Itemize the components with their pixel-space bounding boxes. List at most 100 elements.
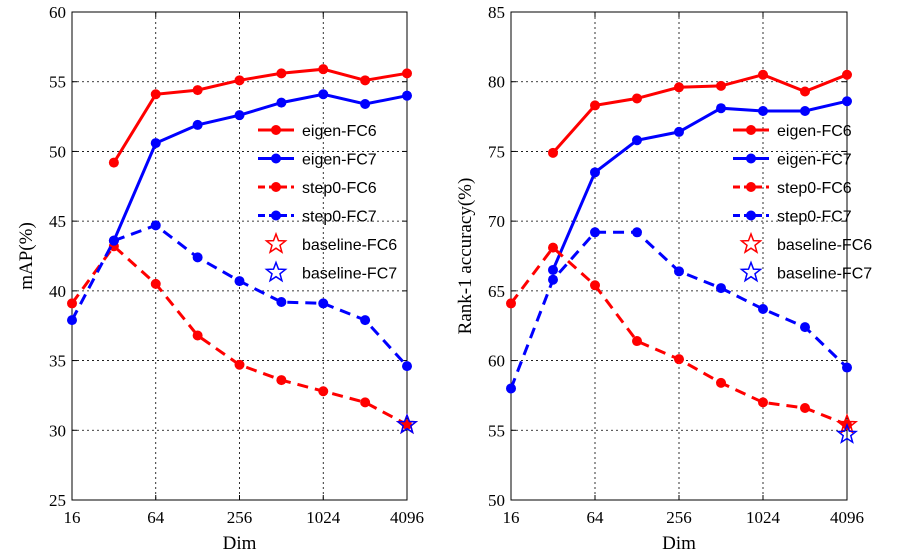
data-point [402, 68, 412, 79]
data-point [548, 242, 558, 253]
legend-item: step0-FC7 [733, 209, 852, 226]
series-baseline-FC7 [835, 422, 859, 444]
y-tick-label: 75 [488, 142, 505, 161]
y-tick-label: 55 [49, 73, 66, 92]
data-point [716, 80, 726, 91]
legend-swatch-marker [271, 153, 281, 164]
legend-label: baseline-FC6 [777, 237, 872, 254]
series-line [551, 99, 848, 271]
y-tick-label: 30 [49, 421, 66, 440]
data-point [842, 362, 852, 373]
x-tick-label: 64 [147, 508, 165, 527]
legend-item: baseline-FC7 [739, 260, 872, 283]
legend-item: eigen-FC7 [258, 152, 377, 169]
data-point [276, 97, 287, 108]
legend-label: baseline-FC6 [302, 237, 397, 254]
data-point [632, 135, 642, 146]
y-axis-title: mAP(%) [16, 222, 37, 290]
data-point [590, 167, 600, 178]
series-line [112, 67, 408, 164]
data-point [548, 147, 558, 158]
grid [511, 12, 847, 500]
x-axis-title: Dim [662, 533, 696, 554]
data-point [632, 336, 642, 347]
data-point [758, 69, 768, 80]
data-point [506, 383, 516, 394]
data-point [360, 397, 371, 408]
series-line [112, 92, 408, 242]
data-point [360, 315, 371, 326]
y-tick-label: 60 [488, 352, 505, 371]
data-point [590, 227, 600, 238]
legend-item: baseline-FC6 [739, 231, 872, 254]
x-axis-title: Dim [223, 533, 257, 554]
legend-item: eigen-FC6 [733, 123, 852, 140]
data-point [318, 386, 329, 397]
data-point [360, 99, 371, 110]
legend-swatch-marker [264, 231, 288, 254]
y-tick-label: 85 [488, 3, 505, 22]
series-baseline-FC6 [835, 413, 859, 435]
x-tick-label: 16 [503, 508, 520, 527]
series-step0-FC7 [506, 227, 852, 394]
legend-label: step0-FC7 [777, 209, 852, 226]
x-tick-label: 4096 [830, 508, 864, 527]
y-tick-label: 65 [488, 282, 505, 301]
x-tick-label: 256 [666, 508, 692, 527]
legend-item: step0-FC6 [733, 180, 852, 197]
legend-label: step0-FC6 [302, 180, 377, 197]
data-point [674, 82, 684, 93]
legend-swatch-marker [271, 210, 281, 221]
legend-item: eigen-FC6 [258, 123, 377, 140]
data-point [842, 69, 852, 80]
series-line [551, 73, 848, 154]
data-point [758, 303, 768, 314]
data-point [758, 397, 768, 408]
series-eigen-FC6 [548, 69, 852, 158]
y-tick-label: 50 [488, 491, 505, 510]
data-point [632, 93, 642, 104]
data-point [800, 402, 810, 413]
legend-label: eigen-FC7 [777, 152, 852, 169]
data-point [835, 413, 859, 435]
data-point [674, 266, 684, 277]
data-point [674, 354, 684, 365]
legend-swatch-marker [271, 125, 281, 135]
legend-label: baseline-FC7 [777, 266, 872, 283]
legend-label: step0-FC7 [302, 209, 377, 226]
x-tick-label: 1024 [306, 508, 341, 527]
data-point [674, 126, 684, 137]
legend-item: step0-FC7 [258, 209, 377, 226]
legend-label: eigen-FC7 [302, 152, 377, 169]
legend-swatch-marker [739, 260, 763, 283]
legend-item: eigen-FC7 [733, 152, 852, 169]
legend-label: baseline-FC7 [302, 266, 397, 283]
data-point [402, 90, 412, 101]
data-point [67, 298, 77, 309]
chart-2: 16 64 256 1024 4096 50 55 60 65 70 75 80 85 Dim Rank-1… [455, 3, 872, 554]
y-tick-label: 55 [488, 421, 505, 440]
series-eigen-FC6 [108, 64, 412, 168]
series-eigen-FC7 [548, 96, 852, 275]
y-tick-label: 80 [488, 73, 505, 92]
data-point [108, 157, 119, 168]
data-point [835, 422, 859, 444]
data-point [192, 85, 203, 96]
data-point [192, 330, 203, 341]
x-tick-label: 256 [227, 508, 253, 527]
data-point [234, 75, 245, 86]
y-tick-label: 25 [49, 491, 66, 510]
data-point [150, 278, 161, 289]
y-tick-label: 45 [49, 212, 66, 231]
data-point [318, 64, 329, 75]
x-tick-label: 16 [64, 508, 81, 527]
data-point [234, 359, 245, 370]
series-step0-FC6 [67, 241, 412, 430]
data-point [318, 89, 329, 100]
y-tick-label: 40 [49, 282, 66, 301]
series-step0-FC7 [67, 220, 412, 372]
legend-swatch-marker [264, 260, 288, 283]
legend-item: step0-FC6 [258, 180, 377, 197]
data-point [150, 89, 161, 100]
series-baseline-FC7 [395, 413, 419, 435]
